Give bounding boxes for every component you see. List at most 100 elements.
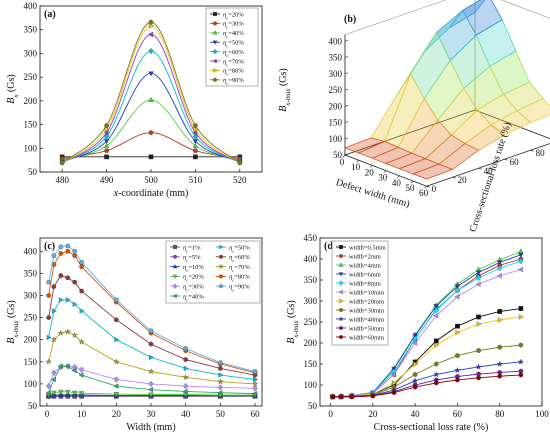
x-tick-label: 40 <box>181 409 191 419</box>
data-point <box>148 380 154 387</box>
legend-label: ηc=1% <box>183 244 201 253</box>
data-point <box>252 369 258 374</box>
data-point <box>433 380 439 386</box>
data-point <box>46 315 52 320</box>
y-tick-label: 350 <box>304 275 318 285</box>
data-point <box>71 367 77 374</box>
data-point <box>476 321 482 327</box>
data-point <box>114 337 120 343</box>
x-tick-label: 20 <box>368 409 378 419</box>
data-point <box>65 297 71 303</box>
series-line <box>62 72 240 162</box>
data-point <box>475 270 482 276</box>
data-point <box>50 336 58 343</box>
data-point <box>148 341 154 347</box>
legend-label: ηc=60% <box>229 254 250 263</box>
data-point <box>497 373 503 379</box>
x-tick-label: 500 <box>144 175 158 185</box>
data-point <box>148 386 153 393</box>
data-point <box>497 265 503 272</box>
data-point <box>148 154 154 160</box>
y-tick-label: 50 <box>28 401 38 411</box>
z-tick-label: 350 <box>329 53 343 63</box>
data-point <box>57 329 64 336</box>
loss-tick-mark <box>530 149 534 152</box>
loss-tick-mark <box>426 185 430 188</box>
y-tick-label: 200 <box>24 335 38 345</box>
legend-marker <box>172 264 178 269</box>
data-point <box>51 369 57 376</box>
y-tick-label: 150 <box>24 357 38 367</box>
data-point <box>433 313 439 319</box>
loss-tick-label: 0 <box>432 184 437 194</box>
data-point <box>251 380 259 387</box>
data-point <box>72 279 78 285</box>
data-point <box>148 328 154 334</box>
data-point <box>497 260 503 266</box>
legend-label: ηc=80% <box>229 274 250 283</box>
width-tick-mark <box>383 170 387 173</box>
data-point <box>51 390 57 396</box>
data-point <box>183 383 189 390</box>
data-point <box>391 390 397 395</box>
legend-marker <box>172 293 177 299</box>
legend-marker <box>218 284 224 289</box>
legend-label: ηc=20% <box>183 274 204 283</box>
legend-marker <box>173 254 177 259</box>
legend-marker <box>339 245 343 249</box>
z-tick-mark <box>344 88 349 91</box>
loss-tick-label: 40 <box>484 166 494 176</box>
x-tick-label: 490 <box>100 175 114 185</box>
legend-label: ηc=90% <box>223 77 244 86</box>
panel-a: 480 490 500 510 520 50 100 150 200 250 300 350 400 x-… <box>6 1 263 199</box>
legend-label: width=10mm <box>349 289 384 296</box>
legend-marker <box>212 40 218 45</box>
legend-label: width=20mm <box>349 298 384 305</box>
data-point <box>217 390 223 396</box>
legend-marker <box>339 335 343 339</box>
data-point <box>148 31 153 38</box>
data-point <box>104 126 110 132</box>
y-tick-label: 150 <box>24 120 38 130</box>
series-line <box>332 361 521 398</box>
data-point <box>148 71 154 77</box>
data-point <box>433 304 439 309</box>
z-tick-mark <box>344 72 349 75</box>
data-point <box>434 342 440 348</box>
y-tick-label: 350 <box>24 268 38 278</box>
x-tick-label: 100 <box>535 409 549 419</box>
width-tick-label: 20 <box>365 167 375 177</box>
data-point <box>46 279 52 285</box>
width-tick-label: 30 <box>378 173 388 183</box>
width-tick-mark <box>342 154 346 158</box>
legend-marker <box>338 280 344 286</box>
data-point <box>330 394 336 400</box>
data-point <box>518 306 524 311</box>
legend-marker <box>339 308 343 312</box>
data-point <box>149 23 154 29</box>
data-point <box>147 368 155 375</box>
y-tick-label: 250 <box>304 317 318 327</box>
panel-c: 0 10 20 30 40 50 60 50 100 150 200 250 300 350 400 Widt… <box>6 237 263 433</box>
y-tick-label: 250 <box>24 72 38 82</box>
data-point <box>148 130 154 135</box>
data-point <box>217 378 224 385</box>
data-point <box>476 314 481 320</box>
data-point <box>218 372 224 378</box>
data-point <box>217 360 223 365</box>
data-point <box>65 389 71 395</box>
legend-label: ηc=50% <box>229 244 250 253</box>
data-point <box>71 331 78 338</box>
data-point <box>51 308 57 314</box>
data-point <box>476 375 481 381</box>
data-point <box>65 275 71 281</box>
legend-marker <box>338 262 344 267</box>
data-point <box>193 154 198 160</box>
width-tick-label: 60 <box>419 188 429 198</box>
legend-label: ηc=20% <box>223 11 244 20</box>
x-axis-label: Cross-sectional loss rate (%) <box>374 422 489 433</box>
data-point <box>433 361 439 367</box>
legend-label: width=0.5mm <box>349 244 386 251</box>
width-tick-mark <box>424 185 427 189</box>
data-point <box>433 371 440 378</box>
